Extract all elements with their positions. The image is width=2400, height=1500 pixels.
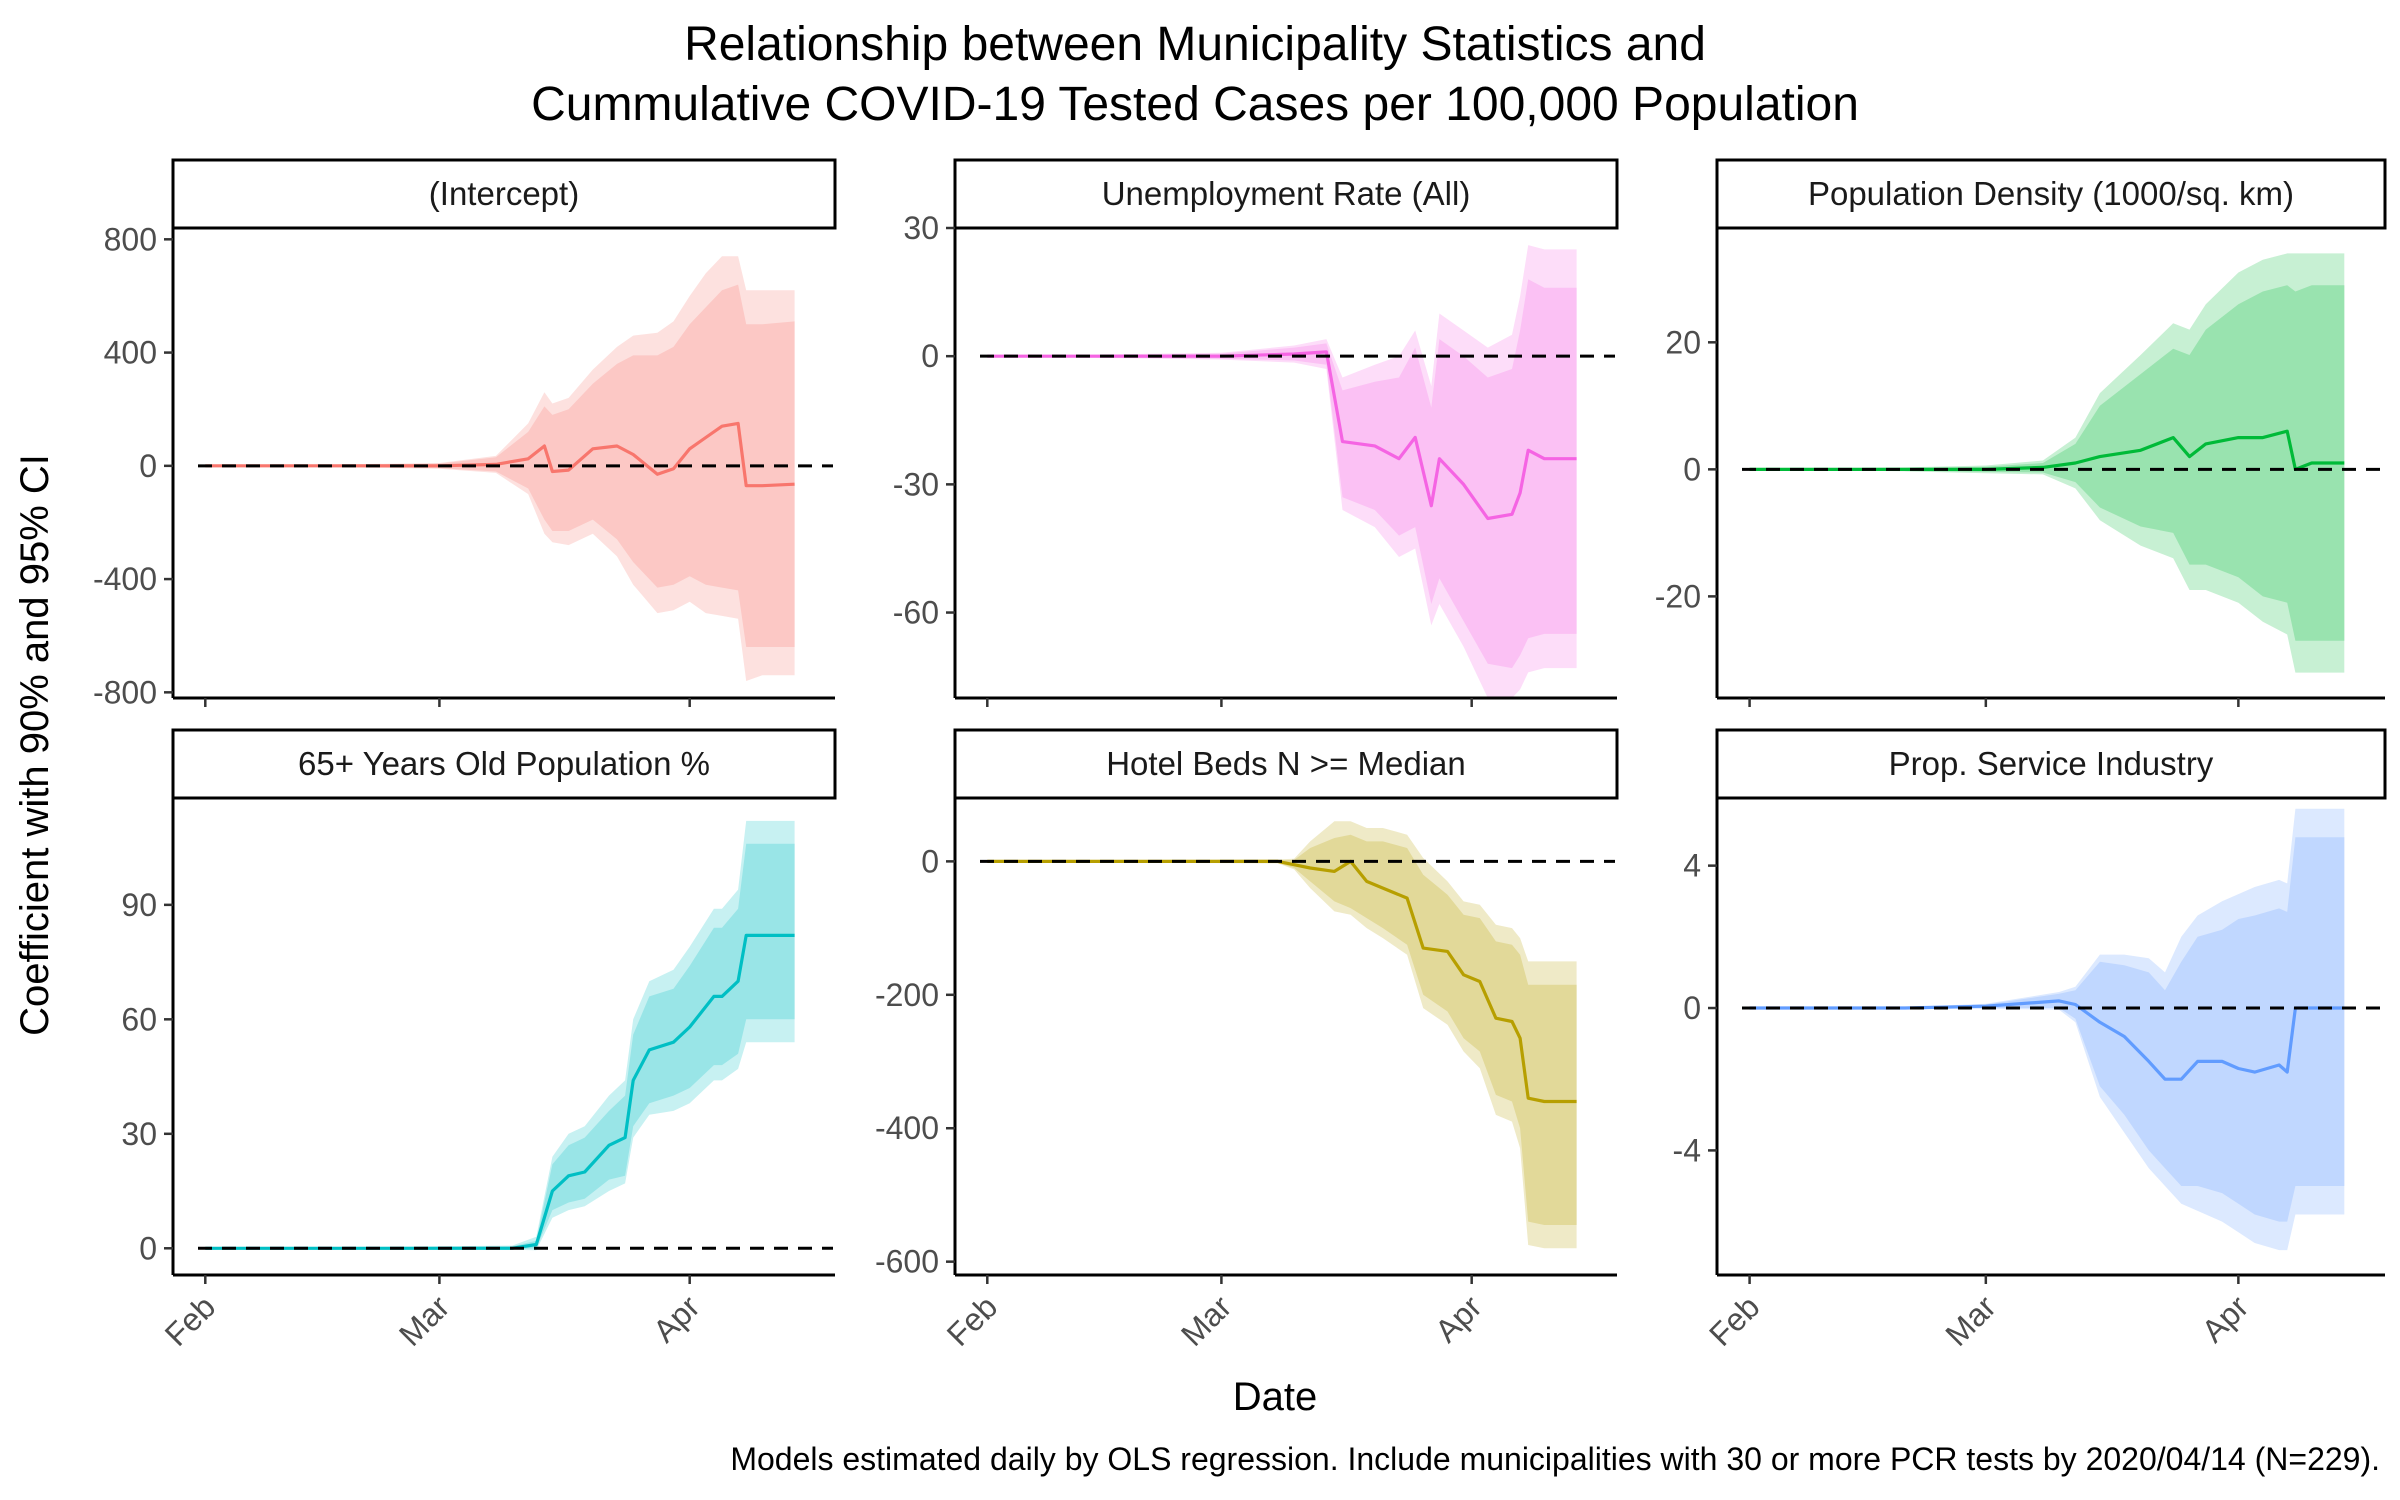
estimate-line <box>1749 999 2345 1081</box>
ci90-band <box>1749 837 2345 1222</box>
y-tick-label: -200 <box>875 977 939 1013</box>
panel-data <box>1749 808 2345 1251</box>
chart-title-line-2: Cummulative COVID-19 Tested Cases per 10… <box>531 78 1859 131</box>
panel-data <box>205 820 795 1251</box>
strip-label: Prop. Service Industry <box>1889 745 2214 782</box>
ci90-band <box>987 279 1577 669</box>
strip-box <box>1715 728 2387 800</box>
panel-1: (Intercept) 800 400 0 -400 -800 <box>93 158 837 710</box>
ci90-band <box>205 843 795 1250</box>
strip-label: Unemployment Rate (All) <box>1102 175 1471 212</box>
estimate-line <box>987 350 1577 521</box>
strip-box <box>171 158 837 230</box>
strip-box <box>171 728 837 800</box>
y-tick-label: -800 <box>93 674 157 710</box>
y-tick-label: 30 <box>903 210 939 246</box>
y-tick-label: -30 <box>893 466 939 502</box>
y-axis-title: Coefficient with 90% and 95% CI <box>13 454 57 1036</box>
y-tick-label: 800 <box>104 221 157 257</box>
y-tick-label: -60 <box>893 595 939 631</box>
strip-label: Population Density (1000/sq. km) <box>1808 175 2294 212</box>
y-tick-label: 0 <box>1683 451 1701 487</box>
y-tick-label: 4 <box>1683 848 1701 884</box>
chart-title-line-1: Relationship between Municipality Statis… <box>684 18 1706 71</box>
panel-3: Population Density (1000/sq. km) 20 0 -20 <box>1655 158 2387 707</box>
y-tick-label: -600 <box>875 1244 939 1280</box>
y-tick-label: -4 <box>1673 1132 1701 1168</box>
estimate-line <box>205 933 795 1250</box>
panel-data <box>987 821 1577 1249</box>
strip-box <box>953 728 1619 800</box>
y-tick-label: 90 <box>121 887 157 923</box>
y-tick-label: 30 <box>121 1116 157 1152</box>
estimate-line <box>205 421 795 488</box>
ci90-band <box>1749 285 2345 641</box>
y-tick-label: -20 <box>1655 578 1701 614</box>
y-tick-label: 0 <box>921 338 939 374</box>
chart-caption: Models estimated daily by OLS regression… <box>730 1441 2380 1477</box>
panel-data <box>987 245 1577 698</box>
strip-label: Hotel Beds N >= Median <box>1106 745 1466 782</box>
ci90-band <box>987 834 1577 1225</box>
y-tick-label: -400 <box>93 561 157 597</box>
strip-label: (Intercept) <box>429 175 579 212</box>
y-tick-label: 400 <box>104 335 157 371</box>
strip-box <box>953 158 1619 230</box>
strip-box <box>1715 158 2387 230</box>
panel-2: Unemployment Rate (All) 30 0 -30 -60 <box>893 158 1619 707</box>
y-tick-label: 0 <box>921 843 939 879</box>
y-tick-label: 0 <box>139 448 157 484</box>
y-tick-label: 20 <box>1665 324 1701 360</box>
y-tick-label: 60 <box>121 1001 157 1037</box>
y-tick-label: 0 <box>139 1230 157 1266</box>
estimate-line <box>987 859 1577 1104</box>
y-tick-label: -400 <box>875 1110 939 1146</box>
strip-label: 65+ Years Old Population % <box>298 745 710 782</box>
y-tick-label: 0 <box>1683 990 1701 1026</box>
x-axis-title: Date <box>1233 1375 1318 1419</box>
